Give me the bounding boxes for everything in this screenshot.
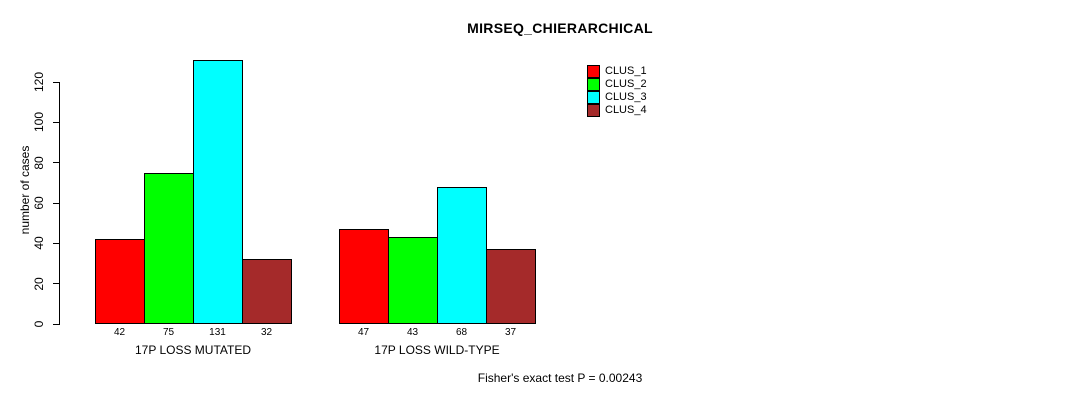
legend-label-clus_2: CLUS_2 bbox=[605, 78, 647, 90]
bar-clus_3-group2 bbox=[437, 186, 487, 324]
legend-swatch-clus_1 bbox=[587, 65, 600, 78]
y-axis-tick-label: 0 bbox=[32, 320, 46, 328]
bar-clus_2-group2 bbox=[388, 237, 438, 324]
y-axis-line bbox=[59, 82, 60, 325]
y-axis-tick bbox=[53, 323, 59, 325]
stat-annotation: Fisher's exact test P = 0.00243 bbox=[477, 371, 643, 385]
legend-item-clus_1: CLUS_1 bbox=[587, 65, 647, 78]
legend-swatch-clus_2 bbox=[587, 78, 600, 91]
bar-value-label: 43 bbox=[406, 327, 419, 338]
legend-item-clus_2: CLUS_2 bbox=[587, 78, 647, 91]
y-axis-tick-label: 60 bbox=[32, 196, 46, 210]
y-axis-tick bbox=[53, 121, 59, 123]
y-axis-tick-label: 40 bbox=[32, 236, 46, 251]
legend-swatch-clus_3 bbox=[587, 91, 600, 104]
bar-clus_2-group1 bbox=[144, 172, 194, 324]
chart-title: MIRSEQ_CHIERARCHICAL bbox=[467, 20, 653, 36]
y-axis-tick bbox=[53, 81, 59, 83]
x-axis-group-label: 17P LOSS WILD-TYPE bbox=[374, 343, 500, 357]
bar-clus_1-group2 bbox=[339, 229, 389, 324]
bar-value-label: 68 bbox=[455, 327, 468, 338]
legend: CLUS_1 CLUS_2 CLUS_3 CLUS_4 bbox=[587, 65, 647, 117]
bar-clus_4-group2 bbox=[486, 249, 536, 324]
bar-value-label: 47 bbox=[357, 327, 370, 338]
bar-clus_1-group1 bbox=[95, 239, 145, 324]
y-axis-tick-label: 80 bbox=[32, 155, 46, 170]
bar-clus_3-group1 bbox=[193, 59, 243, 324]
legend-label-clus_1: CLUS_1 bbox=[605, 65, 647, 77]
y-axis-tick-label: 120 bbox=[32, 71, 46, 93]
y-axis-tick-label: 100 bbox=[32, 112, 46, 133]
legend-item-clus_4: CLUS_4 bbox=[587, 104, 647, 117]
y-axis-tick bbox=[53, 202, 59, 204]
y-axis-tick bbox=[53, 162, 59, 164]
y-axis-tick bbox=[53, 283, 59, 285]
legend-label-clus_4: CLUS_4 bbox=[605, 104, 647, 116]
bar-value-label: 42 bbox=[113, 327, 126, 338]
bar-clus_4-group1 bbox=[242, 259, 292, 324]
bar-value-label: 75 bbox=[162, 327, 175, 338]
bar-value-label: 37 bbox=[504, 327, 517, 338]
legend-label-clus_3: CLUS_3 bbox=[605, 91, 647, 103]
legend-swatch-clus_4 bbox=[587, 104, 600, 117]
bar-value-label: 32 bbox=[260, 327, 273, 338]
x-axis-group-label: 17P LOSS MUTATED bbox=[134, 343, 252, 357]
legend-item-clus_3: CLUS_3 bbox=[587, 91, 647, 104]
y-axis-tick-label: 20 bbox=[32, 276, 46, 291]
bar-value-label: 131 bbox=[209, 327, 226, 338]
y-axis-tick bbox=[53, 242, 59, 244]
